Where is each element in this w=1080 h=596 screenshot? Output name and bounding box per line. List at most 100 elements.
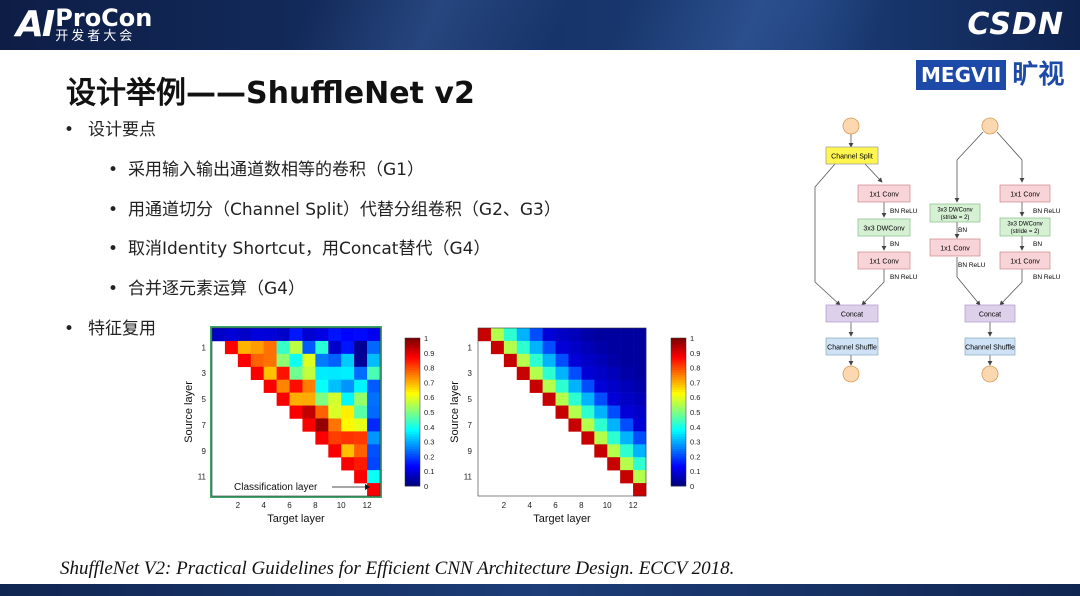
heatmap-cell [633,470,647,484]
heatmap-cell [620,470,634,484]
colorbar-segment [671,414,686,418]
heatmap-cell [568,366,582,380]
dwconv-box [929,203,981,223]
colorbar-segment [671,389,686,393]
colorbar-tick-label: 0.7 [690,378,700,387]
heatmap-cell [237,353,252,368]
colorbar-segment [671,426,686,430]
colorbar-segment [671,377,686,381]
colorbar-segment [405,360,420,364]
colorbar-segment [405,357,420,361]
dwconv-box [857,218,911,237]
heatmap-cell [276,366,290,380]
heatmap-cell [289,353,303,368]
heatmap-cell [354,418,368,432]
heatmap-cell [354,405,368,419]
heatmap-cell [328,444,342,458]
heatmap-cell [354,353,368,368]
heatmap-cell [607,431,621,445]
heatmap-cell [568,392,582,406]
heatmap-cell [328,353,342,368]
colorbar-segment [671,466,686,470]
heatmap-cell [620,379,634,393]
heatmap-cell [581,418,595,432]
bullet-reuse: 特征复用 [64,317,156,341]
heatmap-cell [341,392,355,406]
dwconv-label: 3x3 DWConv [863,226,905,233]
heatmap-cell [568,328,582,342]
bn-relu-label: BN ReLU [958,262,986,269]
heatmap-cell [607,418,621,432]
heatmap-cell [542,328,556,342]
heatmap-cell [276,379,290,393]
bullet-design-text: 设计要点 [88,120,156,140]
bn-relu-label: BN ReLU [1033,274,1061,281]
heatmap-cell [341,379,355,393]
y-tick-label: 9 [202,447,207,456]
heatmap-cell [237,328,252,342]
colorbar-frame [404,337,421,487]
heatmap-cell [607,328,621,342]
input-node [981,117,999,135]
heatmap-cell [315,340,329,355]
colorbar-tick-label: 0.4 [690,423,700,432]
footer-bar [0,584,1080,596]
heatmap-cell [302,353,316,368]
colorbar-segment [671,367,686,371]
brand-ai: AI [16,4,55,45]
heatmap-cell [328,366,342,380]
heatmap-cell [620,431,634,445]
input-node [842,117,860,135]
heatmap-cell [555,340,569,355]
colorbar-segment [405,473,420,477]
colorbar-tick-label: 0.9 [690,349,700,358]
colorbar-segment [671,347,686,351]
colorbar-segment [405,439,420,442]
colorbar-segment [405,387,420,391]
heatmap-cell [354,457,368,471]
heatmap-cell [289,366,303,380]
conv-box [999,184,1051,203]
colorbar-segment [671,379,686,383]
heatmap-cell [542,392,556,406]
heatmap-cell [354,470,368,484]
x-tick-label: 2 [236,501,241,510]
heatmap-cell [607,366,621,380]
heatmap-cell [529,379,543,393]
conv-box [929,238,981,257]
heatmap-cell [555,405,569,419]
heatmap-cell [594,418,608,432]
colorbar-segment [405,389,420,393]
heatmap-cell [633,340,647,355]
heatmap-cell [555,366,569,380]
colorbar-segment [671,436,686,440]
megvii-logo: MEGVII 旷视 [916,60,1064,90]
heatmap-cell [367,366,381,380]
heatmap-cell [594,366,608,380]
colorbar-segment [671,404,686,408]
output-node [981,365,999,383]
colorbar-segment [405,347,420,351]
colorbar-segment [405,394,420,398]
heatmap-cell [367,379,381,393]
heatmap-cell [341,328,355,342]
colorbar-tick-label: 1 [424,334,428,343]
colorbar-tick-label: 0.1 [424,467,434,476]
colorbar-segment [405,481,420,484]
heatmap-cell [490,340,505,355]
colorbar-segment [671,444,686,447]
colorbar-tick-label: 0.9 [424,349,434,358]
heatmap-cell [542,366,556,380]
architecture-diagram: Channel Split 1x1 Conv BN ReLU 3x3 DWCon… [814,117,1061,383]
heatmap-cell [581,328,595,342]
brand-name: ProCon [55,4,153,32]
heatmap-cell [581,405,595,419]
colorbar-segment [671,434,686,438]
colorbar-segment [405,362,420,366]
colorbar-segment [671,419,686,423]
heatmap-cell [302,418,316,432]
x-axis-label: Target layer [267,513,325,525]
heatmap-cell [276,353,290,368]
colorbar-segment [405,338,420,341]
heatmap-cell [341,353,355,368]
